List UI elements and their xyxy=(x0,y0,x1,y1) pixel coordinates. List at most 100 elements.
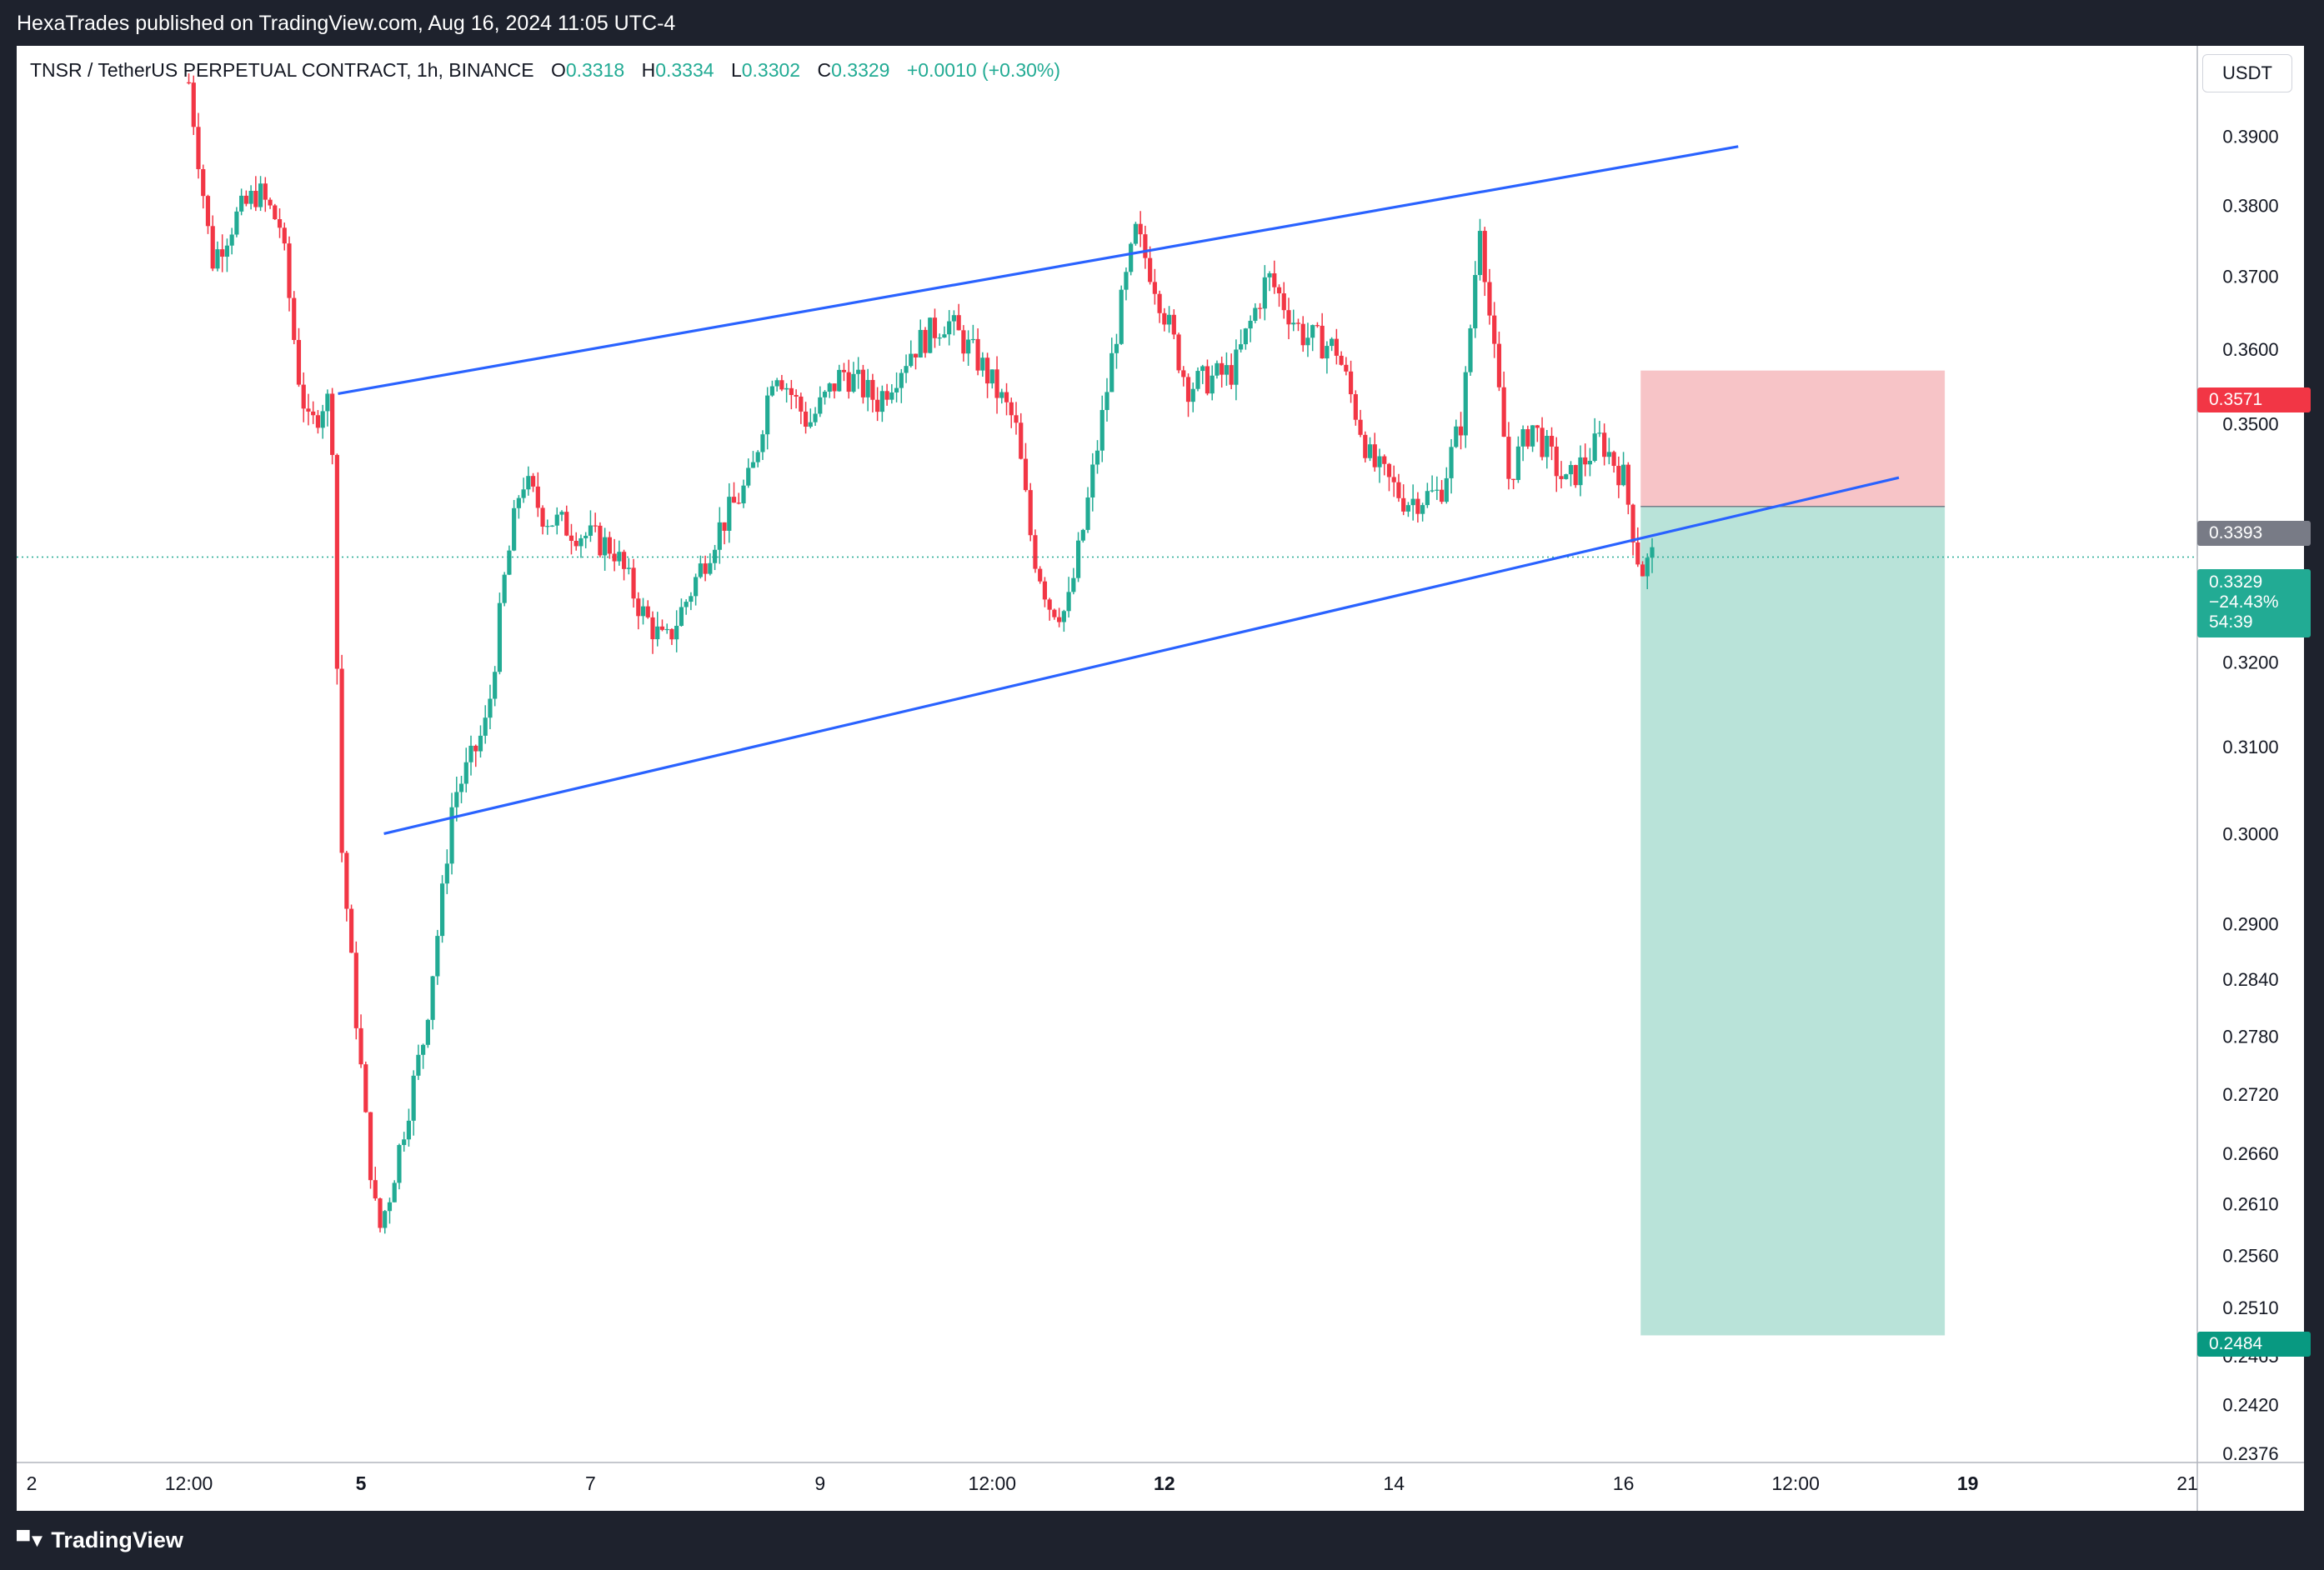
candle-body-181 xyxy=(1052,609,1057,618)
candle-body-260 xyxy=(1430,490,1435,492)
candle-body-127 xyxy=(794,394,799,397)
candle-body-37 xyxy=(363,1064,368,1112)
candle-body-30 xyxy=(330,393,335,455)
candle-body-210 xyxy=(1190,388,1195,402)
price-tick-15: 0.2560 xyxy=(2222,1245,2278,1266)
symbol-title: TNSR / TetherUS PERPETUAL CONTRACT, 1h, … xyxy=(30,59,534,81)
candle-body-185 xyxy=(1071,578,1076,592)
candle-body-33 xyxy=(344,852,349,909)
time-tick-4: 9 xyxy=(814,1472,825,1494)
candle-body-221 xyxy=(1243,328,1248,345)
candle-body-14 xyxy=(253,190,258,208)
candle-body-10 xyxy=(234,211,239,235)
candle-body-110 xyxy=(712,549,718,563)
price-chart[interactable]: 0.40000.39000.38000.37000.36000.35000.32… xyxy=(17,46,2304,1511)
candle-body-208 xyxy=(1181,370,1186,378)
candle-body-100 xyxy=(664,628,669,631)
candle-body-218 xyxy=(1229,365,1234,385)
candle-body-292 xyxy=(1583,457,1588,465)
candle-body-102 xyxy=(674,625,679,640)
candle-body-87 xyxy=(603,537,608,556)
candle-body-26 xyxy=(311,411,316,416)
candle-body-21 xyxy=(287,243,292,298)
candle-body-190 xyxy=(1094,450,1100,465)
candle-body-183 xyxy=(1061,611,1066,622)
candle-body-239 xyxy=(1330,338,1335,347)
candle-body-228 xyxy=(1276,287,1282,293)
candle-body-53 xyxy=(439,883,445,937)
candle-body-189 xyxy=(1090,464,1095,498)
candle-body-11 xyxy=(239,195,244,212)
candle-body-216 xyxy=(1220,362,1225,375)
candle-body-164 xyxy=(970,338,975,341)
candle-body-43 xyxy=(392,1182,397,1202)
candle-body-161 xyxy=(956,315,961,331)
candle-body-130 xyxy=(808,422,813,428)
candle-body-134 xyxy=(827,383,832,392)
candle-body-115 xyxy=(736,502,741,504)
time-tick-5: 12:00 xyxy=(969,1472,1017,1494)
candle-body-280 xyxy=(1525,429,1530,447)
candle-body-178 xyxy=(1038,568,1043,582)
candle-body-12 xyxy=(243,195,248,204)
chart-area[interactable]: 0.40000.39000.38000.37000.36000.35000.32… xyxy=(17,46,2311,1511)
candle-body-121 xyxy=(765,395,770,435)
candle-body-203 xyxy=(1157,293,1162,313)
candle-body-162 xyxy=(961,330,966,354)
currency-button[interactable]: USDT xyxy=(2202,54,2292,92)
position-zones xyxy=(17,370,2197,1336)
candles xyxy=(186,73,1655,1234)
candle-body-241 xyxy=(1339,355,1344,365)
close-label: C xyxy=(817,59,832,81)
candle-body-8 xyxy=(224,245,230,258)
candle-body-211 xyxy=(1195,371,1200,389)
candle-body-122 xyxy=(769,386,775,396)
price-tick-4: 0.3600 xyxy=(2222,339,2278,360)
candle-body-287 xyxy=(1559,476,1564,479)
candle-body-160 xyxy=(951,315,957,322)
candle-body-118 xyxy=(750,462,756,468)
candle-body-226 xyxy=(1267,272,1272,278)
candle-body-273 xyxy=(1492,315,1497,344)
candle-body-166 xyxy=(980,358,985,371)
stop-loss-zone xyxy=(1640,370,1946,507)
candle-body-193 xyxy=(1109,352,1114,392)
candle-body-64 xyxy=(493,672,498,699)
candle-body-250 xyxy=(1382,456,1387,464)
candle-body-263 xyxy=(1444,478,1449,502)
candle-body-16 xyxy=(263,183,268,200)
price-tick-2: 0.3800 xyxy=(2222,195,2278,216)
candle-body-220 xyxy=(1239,344,1244,350)
candle-body-207 xyxy=(1176,334,1181,371)
candle-body-163 xyxy=(966,339,971,354)
candle-body-182 xyxy=(1057,617,1062,622)
candle-body-168 xyxy=(989,369,994,384)
candle-body-20 xyxy=(282,228,287,244)
price-tick-19: 0.2376 xyxy=(2222,1443,2278,1464)
candle-body-144 xyxy=(875,399,880,412)
candle-body-49 xyxy=(421,1044,426,1055)
candle-body-267 xyxy=(1463,372,1468,436)
candle-body-17 xyxy=(268,199,273,206)
candle-body-246 xyxy=(1363,434,1368,458)
price-tick-9: 0.2900 xyxy=(2222,914,2278,935)
candle-body-154 xyxy=(923,329,928,353)
candle-body-258 xyxy=(1420,505,1425,514)
candle-body-276 xyxy=(1506,437,1511,479)
candle-body-15 xyxy=(258,183,263,208)
time-tick-1: 12:00 xyxy=(165,1472,213,1494)
low-value: 0.3302 xyxy=(741,59,801,81)
open-label: O xyxy=(550,59,566,81)
candle-body-48 xyxy=(416,1054,421,1076)
candle-body-152 xyxy=(913,353,919,358)
candle-body-89 xyxy=(612,553,617,562)
candle-body-184 xyxy=(1066,592,1071,612)
candle-body-85 xyxy=(593,525,598,527)
candle-body-269 xyxy=(1473,275,1478,328)
candle-body-119 xyxy=(755,452,760,462)
candle-body-3 xyxy=(201,168,206,197)
candle-body-88 xyxy=(607,537,612,554)
tradingview-logo[interactable]: ▀▼ TradingView xyxy=(17,1528,183,1553)
open-value: 0.3318 xyxy=(565,59,625,81)
candle-body-297 xyxy=(1606,452,1611,458)
